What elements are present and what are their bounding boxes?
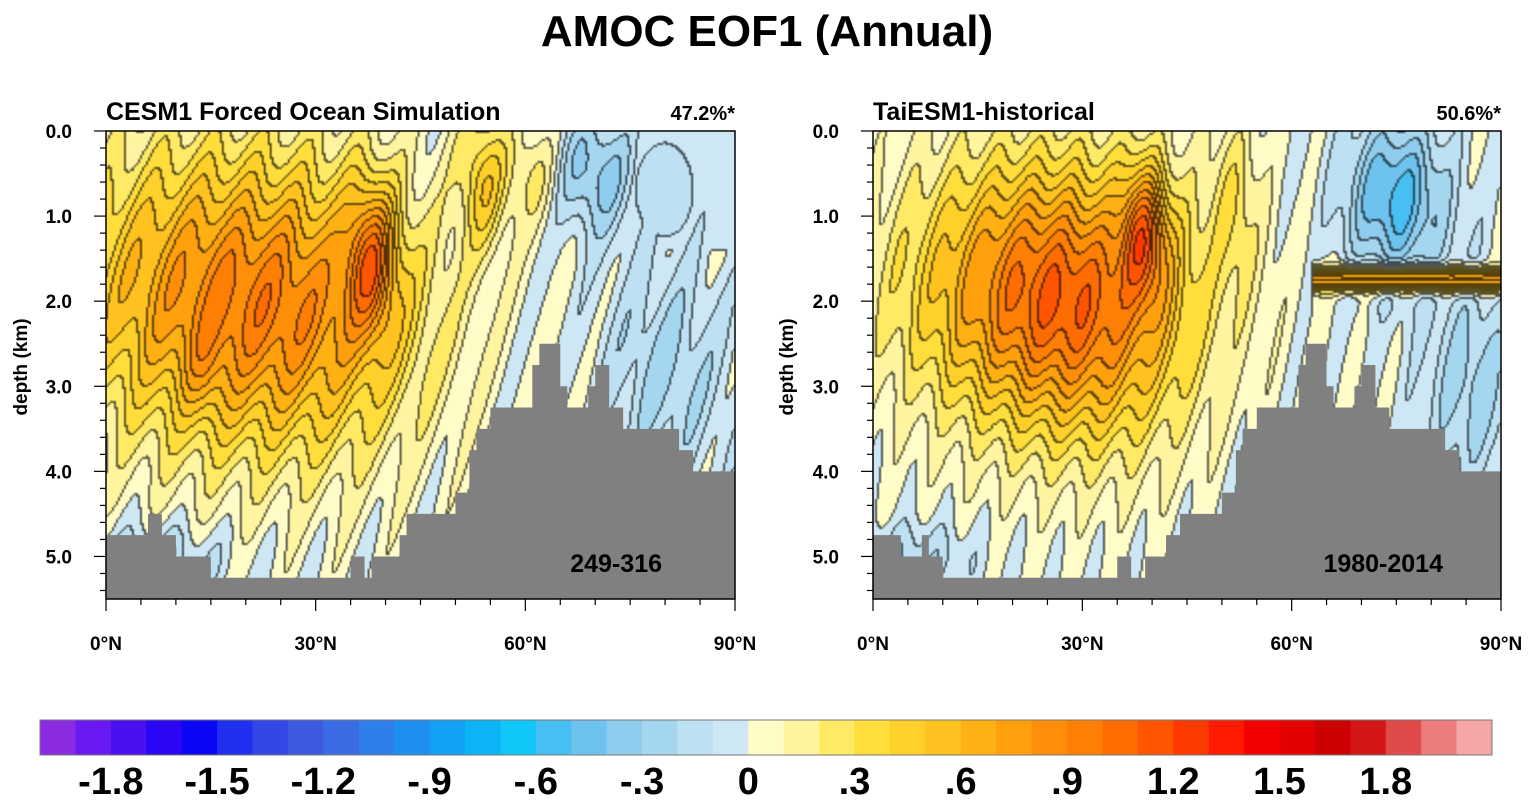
panel-left-period: 249-316 — [570, 550, 662, 578]
colorbar-box — [677, 720, 714, 755]
y-tick-label: 3.0 — [46, 377, 72, 398]
colorbar-label: -1.2 — [291, 761, 356, 803]
colorbar-label: 1.8 — [1359, 761, 1412, 803]
colorbar-box — [1173, 720, 1210, 755]
panel-left-variance: 47.2%* — [671, 103, 736, 125]
colorbar-box — [1456, 720, 1493, 755]
x-tick-label: 0°N — [90, 634, 122, 655]
colorbar-box — [889, 720, 926, 755]
colorbar-box — [1279, 720, 1316, 755]
colorbar-box — [146, 720, 183, 755]
x-tick-label: 60°N — [1270, 634, 1312, 655]
panel-left-ylabel: depth (km) — [11, 318, 32, 415]
colorbar-box — [1314, 720, 1351, 755]
colorbar-box — [1102, 720, 1139, 755]
colorbar-box — [996, 720, 1033, 755]
y-tick-label: 1.0 — [46, 207, 72, 228]
panel-right-bathymetry — [873, 343, 1501, 599]
colorbar-label: 1.2 — [1147, 761, 1200, 803]
colorbar-box — [110, 720, 147, 755]
colorbar-label: -.9 — [407, 761, 451, 803]
panel-left-title: CESM1 Forced Ocean Simulation — [106, 98, 501, 126]
panel-right: TaiESM1-historical 50.6%* depth (km) 0°N… — [777, 98, 1522, 655]
colorbar-box — [1137, 720, 1174, 755]
colorbar-box — [75, 720, 112, 755]
y-tick-label: 3.0 — [813, 377, 839, 398]
colorbar-label: .6 — [945, 761, 977, 803]
y-tick-label: 5.0 — [46, 547, 72, 568]
colorbar-box — [40, 720, 76, 755]
colorbar-box — [252, 720, 289, 755]
colorbar-label: 1.5 — [1253, 761, 1306, 803]
y-tick-label: 5.0 — [813, 547, 839, 568]
colorbar-box — [1385, 720, 1422, 755]
colorbar-box — [748, 720, 785, 755]
colorbar-box — [854, 720, 891, 755]
x-tick-label: 90°N — [714, 634, 756, 655]
y-tick-label: 0.0 — [813, 122, 839, 143]
x-tick-label: 30°N — [294, 634, 336, 655]
panel-right-ylabel: depth (km) — [777, 318, 798, 415]
colorbar-box — [925, 720, 962, 755]
colorbar-box — [1421, 720, 1457, 755]
colorbar-box — [323, 720, 360, 755]
panel-right-title: TaiESM1-historical — [873, 98, 1095, 126]
colorbar-box — [287, 720, 324, 755]
panel-left: CESM1 Forced Ocean Simulation 47.2%* dep… — [11, 98, 756, 655]
figure-title: AMOC EOF1 (Annual) — [541, 7, 993, 56]
colorbar-box — [535, 720, 572, 755]
colorbar-box — [1031, 720, 1068, 755]
colorbar-box — [712, 720, 749, 755]
colorbar-box — [181, 720, 218, 755]
colorbar-box — [358, 720, 395, 755]
colorbar-box — [960, 720, 997, 755]
colorbar-box — [642, 720, 678, 755]
colorbar-label: -1.8 — [78, 761, 143, 803]
colorbar-label: -1.5 — [184, 761, 249, 803]
x-tick-label: 0°N — [857, 634, 889, 655]
panel-right-ticks: 0°N 30°N 60°N 90°N 0.0 1.0 2.0 3.0 4.0 5.0 — [813, 122, 1523, 655]
colorbar-box — [783, 720, 820, 755]
colorbar-box — [464, 720, 501, 755]
colorbar-box — [1244, 720, 1280, 755]
colorbar-box — [571, 720, 608, 755]
colorbar-box — [217, 720, 253, 755]
colorbar: -1.8 -1.5 -1.2 -.9 -.6 -.3 0 .3 .6 .9 1.2 1.5 1.8 — [39, 719, 1493, 803]
colorbar-box — [394, 720, 430, 755]
colorbar-label: .3 — [839, 761, 871, 803]
colorbar-box — [819, 720, 855, 755]
x-tick-label: 90°N — [1480, 634, 1522, 655]
colorbar-box — [500, 720, 537, 755]
colorbar-box — [1208, 720, 1245, 755]
panel-right-variance: 50.6%* — [1437, 103, 1502, 125]
colorbar-box — [606, 720, 643, 755]
colorbar-box — [1350, 720, 1387, 755]
panel-left-ticks: 0°N 30°N 60°N 90°N 0.0 1.0 2.0 3.0 4.0 5.0 — [46, 122, 757, 655]
colorbar-box — [429, 720, 466, 755]
colorbar-label: -.3 — [620, 761, 664, 803]
panel-left-bathymetry — [106, 343, 735, 599]
colorbar-label: .9 — [1051, 761, 1083, 803]
x-tick-label: 30°N — [1061, 634, 1103, 655]
colorbar-outline — [39, 719, 1493, 756]
colorbar-label: -.6 — [514, 761, 558, 803]
y-tick-label: 1.0 — [813, 207, 839, 228]
panel-right-period: 1980-2014 — [1323, 550, 1443, 578]
y-tick-label: 4.0 — [813, 462, 839, 483]
y-tick-label: 2.0 — [813, 292, 839, 313]
y-tick-label: 2.0 — [46, 292, 72, 313]
colorbar-label: 0 — [738, 761, 759, 803]
colorbar-box — [1067, 720, 1103, 755]
y-tick-label: 0.0 — [46, 122, 72, 143]
y-tick-label: 4.0 — [46, 462, 72, 483]
x-tick-label: 60°N — [504, 634, 546, 655]
